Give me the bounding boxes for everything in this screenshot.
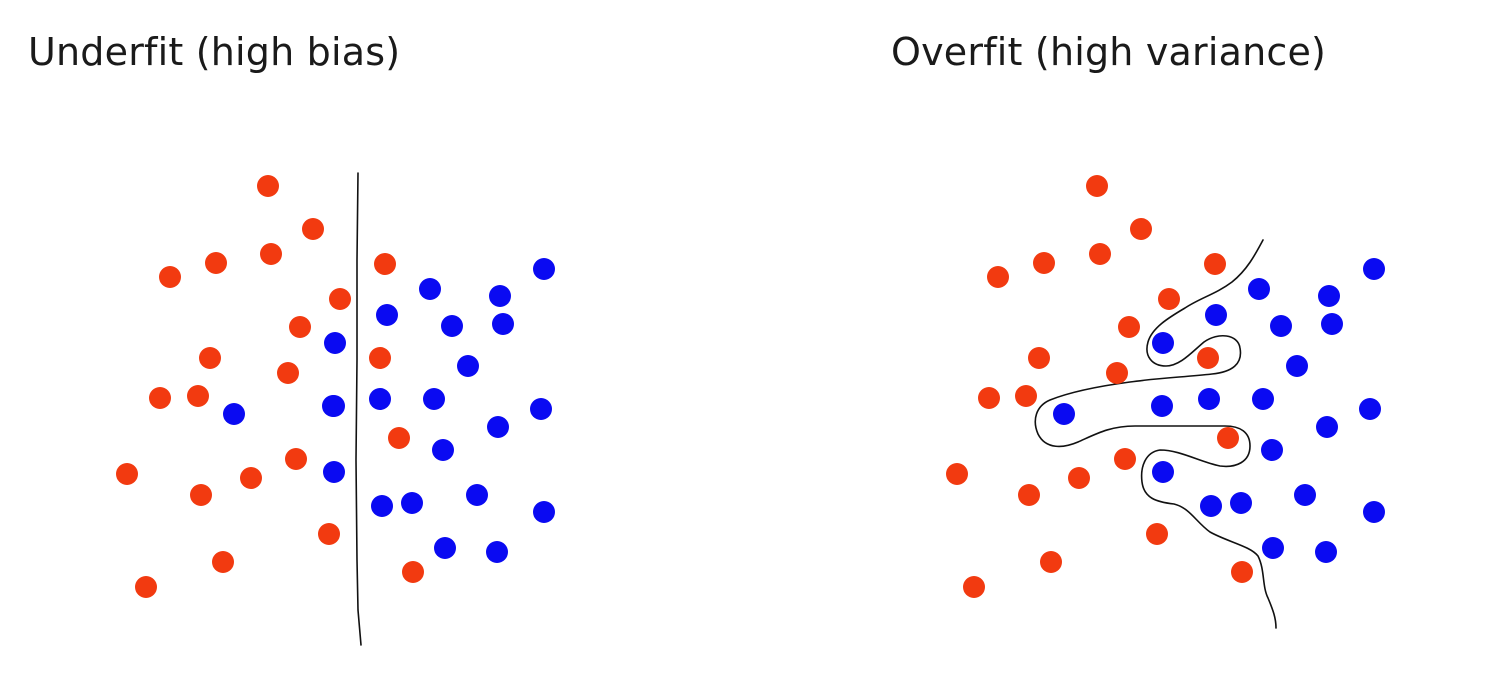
- red-class-point: [374, 253, 396, 275]
- blue-class-point: [1252, 388, 1274, 410]
- red-class-point: [149, 387, 171, 409]
- red-class-point: [987, 266, 1009, 288]
- blue-class-point: [1200, 495, 1222, 517]
- red-class-point: [277, 362, 299, 384]
- red-class-point: [302, 218, 324, 240]
- blue-class-point: [1230, 492, 1252, 514]
- red-class-point: [1204, 253, 1226, 275]
- red-class-point: [260, 243, 282, 265]
- blue-class-point: [1286, 355, 1308, 377]
- red-class-point: [1040, 551, 1062, 573]
- red-class-point: [1015, 385, 1037, 407]
- red-class-point: [1217, 427, 1239, 449]
- red-class-point: [1197, 347, 1219, 369]
- red-class-point: [1028, 347, 1050, 369]
- blue-class-point: [457, 355, 479, 377]
- red-class-point: [212, 551, 234, 573]
- red-class-point: [135, 576, 157, 598]
- blue-class-point: [1294, 484, 1316, 506]
- red-class-point: [1018, 484, 1040, 506]
- blue-class-point: [432, 439, 454, 461]
- blue-class-point: [423, 388, 445, 410]
- red-class-point: [329, 288, 351, 310]
- red-class-point: [1114, 448, 1136, 470]
- red-class-point: [946, 463, 968, 485]
- blue-class-point: [369, 388, 391, 410]
- red-class-point: [257, 175, 279, 197]
- blue-class-point: [401, 492, 423, 514]
- red-class-point: [190, 484, 212, 506]
- blue-class-point: [223, 403, 245, 425]
- red-class-point: [1106, 362, 1128, 384]
- blue-class-point: [466, 484, 488, 506]
- blue-class-point: [1315, 541, 1337, 563]
- red-class-point: [199, 347, 221, 369]
- red-class-point: [159, 266, 181, 288]
- blue-class-point: [1318, 285, 1340, 307]
- red-class-point: [116, 463, 138, 485]
- blue-class-point: [1270, 315, 1292, 337]
- blue-class-point: [419, 278, 441, 300]
- blue-class-point: [323, 461, 345, 483]
- blue-class-point: [1151, 395, 1173, 417]
- red-class-point: [289, 316, 311, 338]
- red-class-point: [318, 523, 340, 545]
- red-class-point: [978, 387, 1000, 409]
- blue-class-point: [441, 315, 463, 337]
- blue-class-point: [486, 541, 508, 563]
- blue-class-point: [492, 313, 514, 335]
- blue-class-point: [323, 395, 345, 417]
- red-class-point: [1231, 561, 1253, 583]
- blue-class-point: [487, 416, 509, 438]
- overfit-panel: [946, 175, 1385, 629]
- blue-class-point: [1152, 332, 1174, 354]
- blue-class-point: [376, 304, 398, 326]
- red-class-point: [1033, 252, 1055, 274]
- blue-class-point: [324, 332, 346, 354]
- red-class-point: [205, 252, 227, 274]
- red-class-point: [1089, 243, 1111, 265]
- red-class-point: [1068, 467, 1090, 489]
- overfit-title: Overfit (high variance): [891, 30, 1327, 74]
- blue-class-point: [1363, 501, 1385, 523]
- blue-class-point: [530, 398, 552, 420]
- red-class-point: [388, 427, 410, 449]
- blue-class-point: [1205, 304, 1227, 326]
- red-class-point: [240, 467, 262, 489]
- blue-class-point: [1248, 278, 1270, 300]
- red-class-point: [369, 347, 391, 369]
- blue-class-point: [434, 537, 456, 559]
- underfit-title: Underfit (high bias): [28, 30, 401, 74]
- blue-class-point: [533, 501, 555, 523]
- blue-class-point: [1316, 416, 1338, 438]
- linear-decision-boundary: [355, 172, 362, 646]
- blue-class-point: [371, 495, 393, 517]
- red-class-point: [1130, 218, 1152, 240]
- blue-class-point: [489, 285, 511, 307]
- blue-class-point: [1198, 388, 1220, 410]
- blue-class-point: [1359, 398, 1381, 420]
- blue-class-point: [1363, 258, 1385, 280]
- blue-class-point: [1053, 403, 1075, 425]
- red-class-point: [1118, 316, 1140, 338]
- red-class-point: [285, 448, 307, 470]
- red-class-point: [1146, 523, 1168, 545]
- blue-class-point: [1152, 461, 1174, 483]
- red-class-point: [402, 561, 424, 583]
- red-class-point: [1158, 288, 1180, 310]
- blue-class-point: [1262, 537, 1284, 559]
- blue-class-point: [1321, 313, 1343, 335]
- overfit-decision-boundary: [1034, 239, 1277, 629]
- underfit-panel: [116, 172, 555, 646]
- red-class-point: [187, 385, 209, 407]
- blue-class-point: [533, 258, 555, 280]
- blue-class-point: [1261, 439, 1283, 461]
- red-class-point: [1086, 175, 1108, 197]
- red-class-point: [963, 576, 985, 598]
